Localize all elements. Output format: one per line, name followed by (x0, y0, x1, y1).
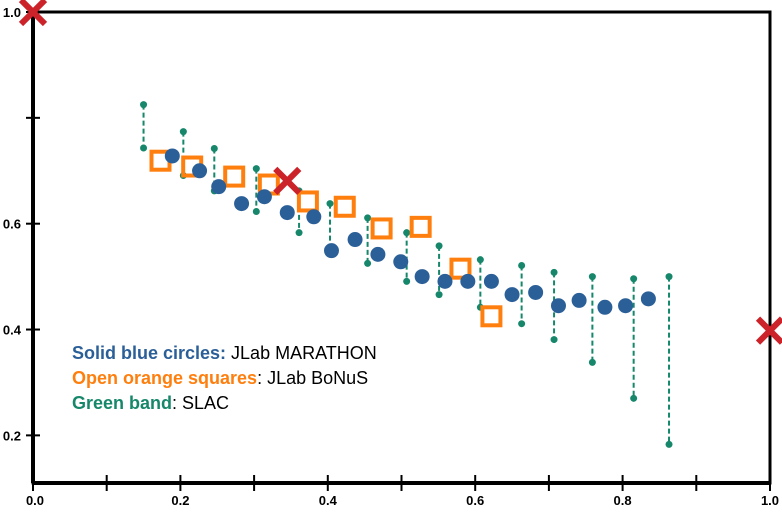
bonus-square (370, 217, 393, 240)
slac-band-bottom (364, 259, 372, 267)
legend-value: JLab MARATHON (226, 343, 377, 363)
legend-key: Open orange squares (72, 368, 258, 388)
red-x-marker (755, 316, 782, 345)
legend-item-slac: Green band: SLAC (72, 391, 377, 416)
marathon-point (640, 291, 656, 307)
slac-band-top (403, 229, 411, 237)
slac-band-top (435, 242, 443, 250)
y-tick-label: 0.6 (3, 217, 21, 232)
orange-squares (149, 149, 503, 328)
y-tick-label: 0.2 (3, 428, 21, 443)
bonus-square (409, 215, 432, 238)
y-tick-label: 0.4 (3, 323, 22, 338)
slac-band-top (588, 273, 596, 281)
red-x-stroke (18, 0, 48, 27)
marathon-point (437, 273, 453, 289)
slac-band-bottom (665, 440, 673, 448)
slac-band-bottom (550, 336, 558, 344)
marathon-point (306, 209, 322, 225)
red-x-stroke (755, 316, 782, 345)
x-tick-label: 0.6 (466, 493, 484, 508)
legend-value: : SLAC (172, 393, 230, 413)
marathon-point (528, 284, 544, 300)
marathon-point (393, 254, 409, 270)
marathon-point (279, 205, 295, 221)
slac-band-top (630, 275, 638, 283)
slac-band-bottom (252, 208, 260, 216)
axes: 0.0 0.2 0.4 0.6 0.8 1.0 0.2 0.4 0.6 1.0 (3, 5, 779, 508)
slac-band-top (476, 256, 484, 264)
marathon-point (211, 179, 227, 195)
x-tick-label: 0.2 (171, 493, 189, 508)
slac-band-bottom (630, 394, 638, 402)
red-x-marker (18, 0, 48, 27)
marathon-point (347, 232, 363, 248)
slac-band-top (210, 145, 218, 153)
slac-band-top (364, 214, 372, 222)
slac-band-top (140, 101, 148, 109)
marathon-point (550, 298, 566, 314)
slac-band-top (326, 200, 334, 208)
marathon-point (164, 148, 180, 164)
marathon-point (414, 269, 430, 285)
x-tick-label: 1.0 (761, 493, 779, 508)
marathon-point (597, 299, 613, 315)
bonus-square (333, 195, 356, 218)
legend: Solid blue circles: JLab MARATHON Open o… (72, 341, 377, 416)
x-tick-label: 0.8 (614, 493, 632, 508)
x-tick-label: 0.4 (319, 493, 338, 508)
marathon-point (460, 273, 476, 289)
slac-band-bottom (140, 144, 148, 152)
slac-band-top (665, 273, 673, 281)
x-tick-label: 0.0 (26, 493, 44, 508)
marathon-point (192, 163, 208, 179)
marathon-point (483, 273, 499, 289)
slac-band-bottom (518, 320, 526, 328)
legend-value: : JLab BoNuS (257, 368, 369, 388)
red-x-stroke (273, 166, 302, 195)
slac-band-bottom (295, 229, 303, 237)
slac-band-top (518, 261, 526, 269)
legend-key: Green band (72, 393, 173, 413)
marathon-point (370, 246, 386, 262)
bonus-square (296, 190, 319, 213)
red-crosses (18, 0, 782, 345)
slac-band-bottom (588, 358, 596, 366)
slac-band-top (252, 165, 260, 173)
marathon-point (234, 196, 250, 212)
bonus-square (223, 165, 246, 188)
marathon-point (323, 243, 339, 259)
blue-circles (164, 148, 656, 315)
legend-item-bonus: Open orange squares: JLab BoNuS (72, 366, 377, 391)
slac-band-bottom (435, 291, 443, 299)
bonus-square (449, 257, 472, 280)
bonus-square (480, 305, 503, 328)
legend-key: Solid blue circles: (72, 343, 227, 363)
slac-band-top (550, 268, 558, 276)
marathon-point (504, 287, 520, 303)
marathon-point (618, 298, 634, 314)
legend-item-marathon: Solid blue circles: JLab MARATHON (72, 341, 377, 366)
slac-band-bottom (403, 277, 411, 285)
red-x-marker (273, 166, 302, 195)
y-tick-label: 1.0 (3, 5, 21, 20)
marathon-point (256, 189, 272, 205)
marathon-point (571, 292, 587, 308)
slac-band-top (179, 128, 187, 136)
